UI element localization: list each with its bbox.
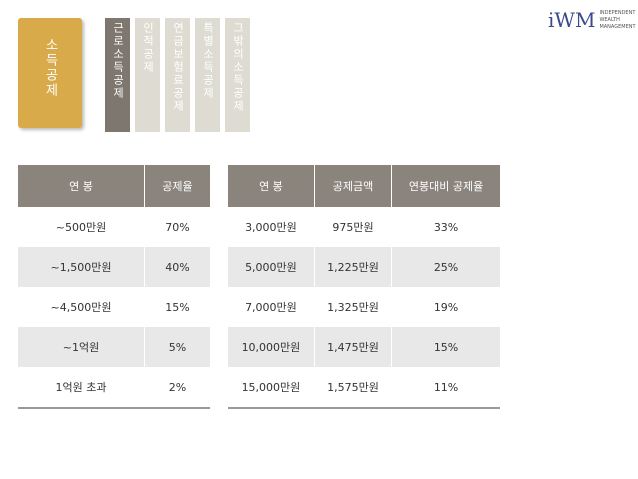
row: ~1억원 5% — [18, 327, 210, 367]
header-row: 연 봉 공제율 — [18, 165, 210, 207]
cell: ~1,500만원 — [18, 247, 145, 287]
cell: ~1억원 — [18, 327, 145, 367]
cell: 1,325만원 — [313, 287, 392, 327]
tab[interactable]: 근로소득공제 — [105, 18, 130, 132]
cell: 1억원 초과 — [18, 367, 145, 409]
row: 15,000만원 1,575만원 11% — [228, 367, 500, 409]
tab[interactable]: 연금보험료공제 — [165, 18, 190, 132]
tab[interactable]: 그밖의소득공제 — [225, 18, 250, 132]
row: 5,000만원 1,225만원 25% — [228, 247, 500, 287]
header-cell: 연봉대비 공제율 — [391, 165, 500, 207]
row: 7,000만원 1,325만원 19% — [228, 287, 500, 327]
cell: 1,575만원 — [313, 367, 392, 409]
header-cell: 공제금액 — [313, 165, 392, 207]
cell: 3,000만원 — [245, 221, 297, 234]
tab-label: 연금보험료공제 — [171, 22, 185, 113]
logo-mark: iWM — [548, 8, 596, 32]
tab-label: 특별소득공제 — [201, 22, 215, 100]
row: 10,000만원 1,475만원 15% — [228, 327, 500, 367]
logo-line: INDEPENDENT — [599, 9, 636, 16]
tab[interactable]: 특별소득공제 — [195, 18, 220, 132]
tab-label: 그밖의소득공제 — [231, 22, 245, 113]
cell: 25% — [391, 247, 500, 287]
cell: 5,000만원 — [228, 247, 315, 287]
cell: ~500만원 — [55, 221, 107, 234]
row: ~500만원 70% — [18, 207, 210, 247]
cell: 19% — [391, 287, 500, 327]
logo-text: INDEPENDENT WEALTH MANAGEMENT — [599, 10, 635, 31]
table: 연 봉 공제율 ~500만원 70% ~1,500만원 40% ~4,500만원 15% ~1억… — [18, 165, 210, 409]
logo: iWM INDEPENDENT WEALTH MANAGEMENT — [548, 8, 636, 32]
header-row: 연 봉 공제금액 연봉대비 공제율 — [228, 165, 500, 207]
tab[interactable]: 인적공제 — [135, 18, 160, 132]
cell: 40% — [143, 247, 210, 287]
cell: 33% — [391, 207, 500, 247]
cell: 15,000만원 — [228, 367, 315, 409]
tab-label: 근로소득공제 — [111, 22, 125, 100]
cell: 70% — [143, 207, 210, 247]
header-cell: 연 봉 — [18, 165, 145, 207]
header-cell: 연 봉 — [228, 165, 315, 207]
cell: 7,000만원 — [245, 301, 297, 314]
cell: 5% — [143, 327, 210, 367]
cell: 10,000만원 — [228, 327, 315, 367]
nav-title: 소득공제 — [18, 18, 82, 128]
cell: 1,225만원 — [313, 247, 392, 287]
nav-title-text: 소득공제 — [42, 38, 58, 98]
cell: 11% — [391, 367, 500, 409]
logo-line: MANAGEMENT — [599, 23, 636, 30]
cell: 975만원 — [313, 207, 392, 247]
row: ~1,500만원 40% — [18, 247, 210, 287]
logo-line: WEALTH — [599, 16, 620, 23]
cell: 15% — [143, 287, 210, 327]
cell: 1,475만원 — [313, 327, 392, 367]
row: 1억원 초과 2% — [18, 367, 210, 409]
table: 연 봉 공제금액 연봉대비 공제율 3,000만원 975만원 33% 5,000만원 1,2… — [228, 165, 500, 409]
row: 3,000만원 975만원 33% — [228, 207, 500, 247]
cell: ~4,500만원 — [50, 301, 112, 314]
header-cell: 공제율 — [143, 165, 210, 207]
row: ~4,500만원 15% — [18, 287, 210, 327]
cell: 2% — [143, 367, 210, 409]
cell: 15% — [391, 327, 500, 367]
tab-label: 인적공제 — [141, 22, 155, 74]
